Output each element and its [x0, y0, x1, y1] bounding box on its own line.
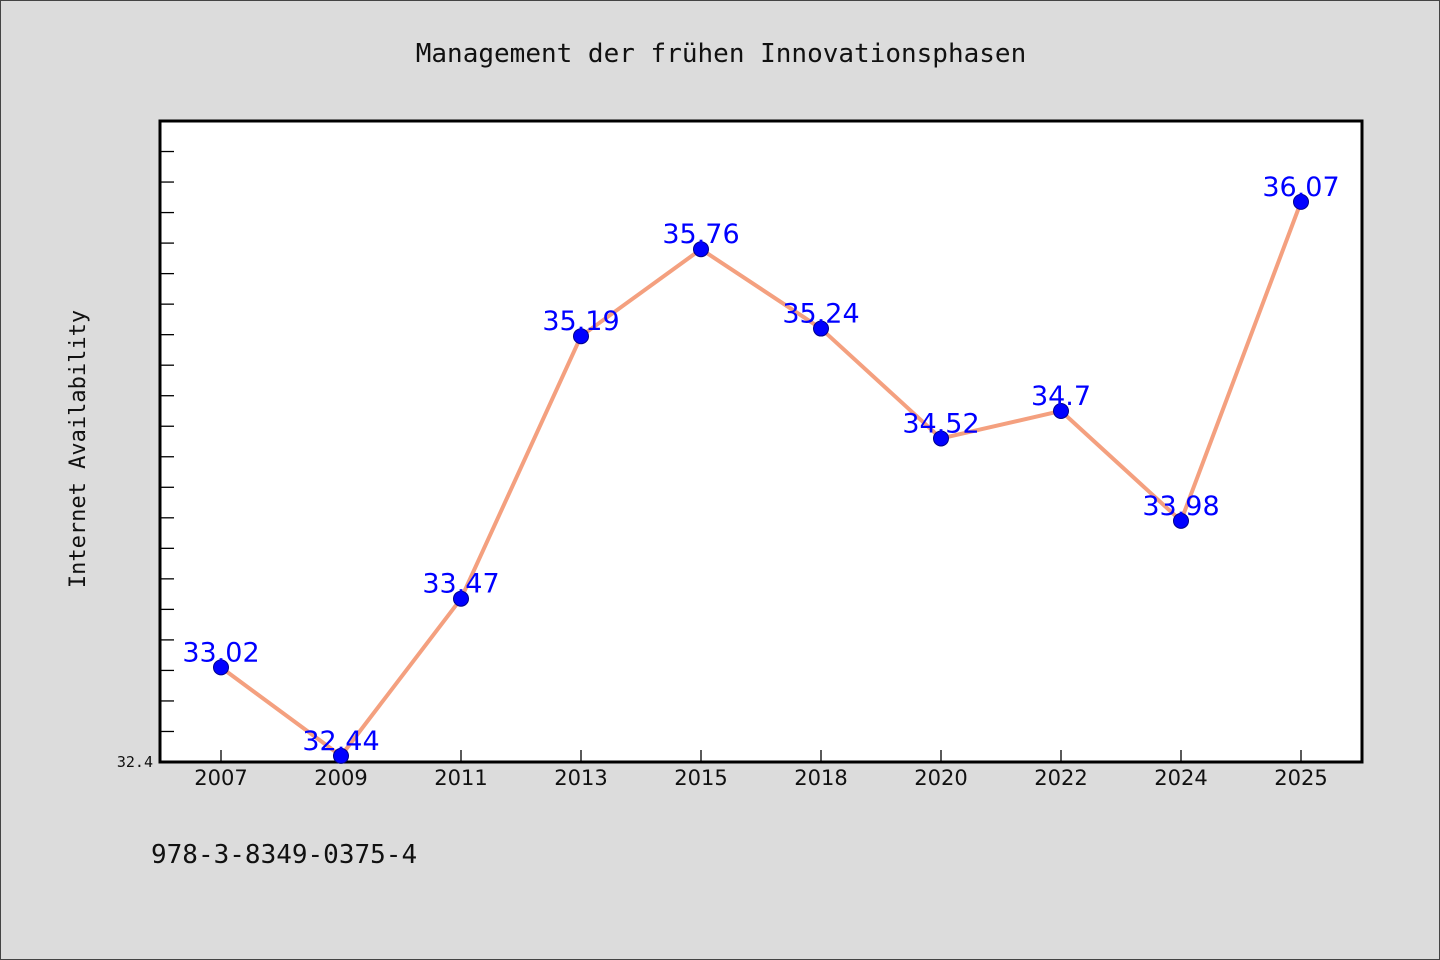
data-label: 35.76 [662, 219, 739, 250]
data-point [933, 430, 949, 447]
data-point [693, 241, 709, 258]
data-point [1173, 512, 1189, 529]
x-tick-label: 2015 [674, 766, 727, 790]
data-label: 33.98 [1142, 491, 1219, 522]
data-label: 35.19 [542, 306, 619, 337]
x-tick-label: 2024 [1154, 766, 1207, 790]
data-point [573, 328, 589, 345]
data-label: 32.44 [302, 726, 379, 757]
data-label: 33.47 [422, 569, 499, 600]
y-axis-ticks [160, 150, 174, 733]
data-point [813, 320, 829, 337]
data-label: 33.02 [182, 637, 259, 668]
series-markers [213, 193, 1309, 764]
x-tick-label: 2007 [194, 766, 247, 790]
isbn-text: 978-3-8349-0375-4 [151, 840, 417, 870]
data-point [1293, 193, 1309, 210]
data-label: 34.52 [902, 408, 979, 439]
data-point [453, 590, 469, 607]
data-label: 36.07 [1262, 172, 1339, 203]
x-tick-label: 2011 [434, 766, 487, 790]
data-point [1053, 402, 1069, 419]
x-tick-label: 2013 [554, 766, 607, 790]
y-tick-label: 32.4 [117, 753, 153, 771]
x-tick-label: 2022 [1034, 766, 1087, 790]
plot-area [158, 119, 1364, 764]
y-axis-label: Internet Availability [66, 310, 91, 588]
x-tick-label: 2018 [794, 766, 847, 790]
data-label: 35.24 [782, 299, 859, 330]
x-tick-label: 2025 [1274, 766, 1327, 790]
data-label: 34.7 [1031, 381, 1091, 412]
data-point [213, 659, 229, 676]
chart-title: Management der frühen Innovationsphasen [416, 39, 1026, 69]
series-line [219, 199, 1303, 758]
data-labels: 33.02 32.44 33.47 35.19 35.76 35.24 34.52 34.7 3… [182, 172, 1339, 757]
x-tick-label: 2020 [914, 766, 967, 790]
data-point [333, 747, 349, 764]
x-axis-tick-labels: 2007 2009 2011 2013 2015 2018 2020 2022 2024 2025 [194, 766, 1327, 790]
x-tick-label: 2009 [314, 766, 367, 790]
